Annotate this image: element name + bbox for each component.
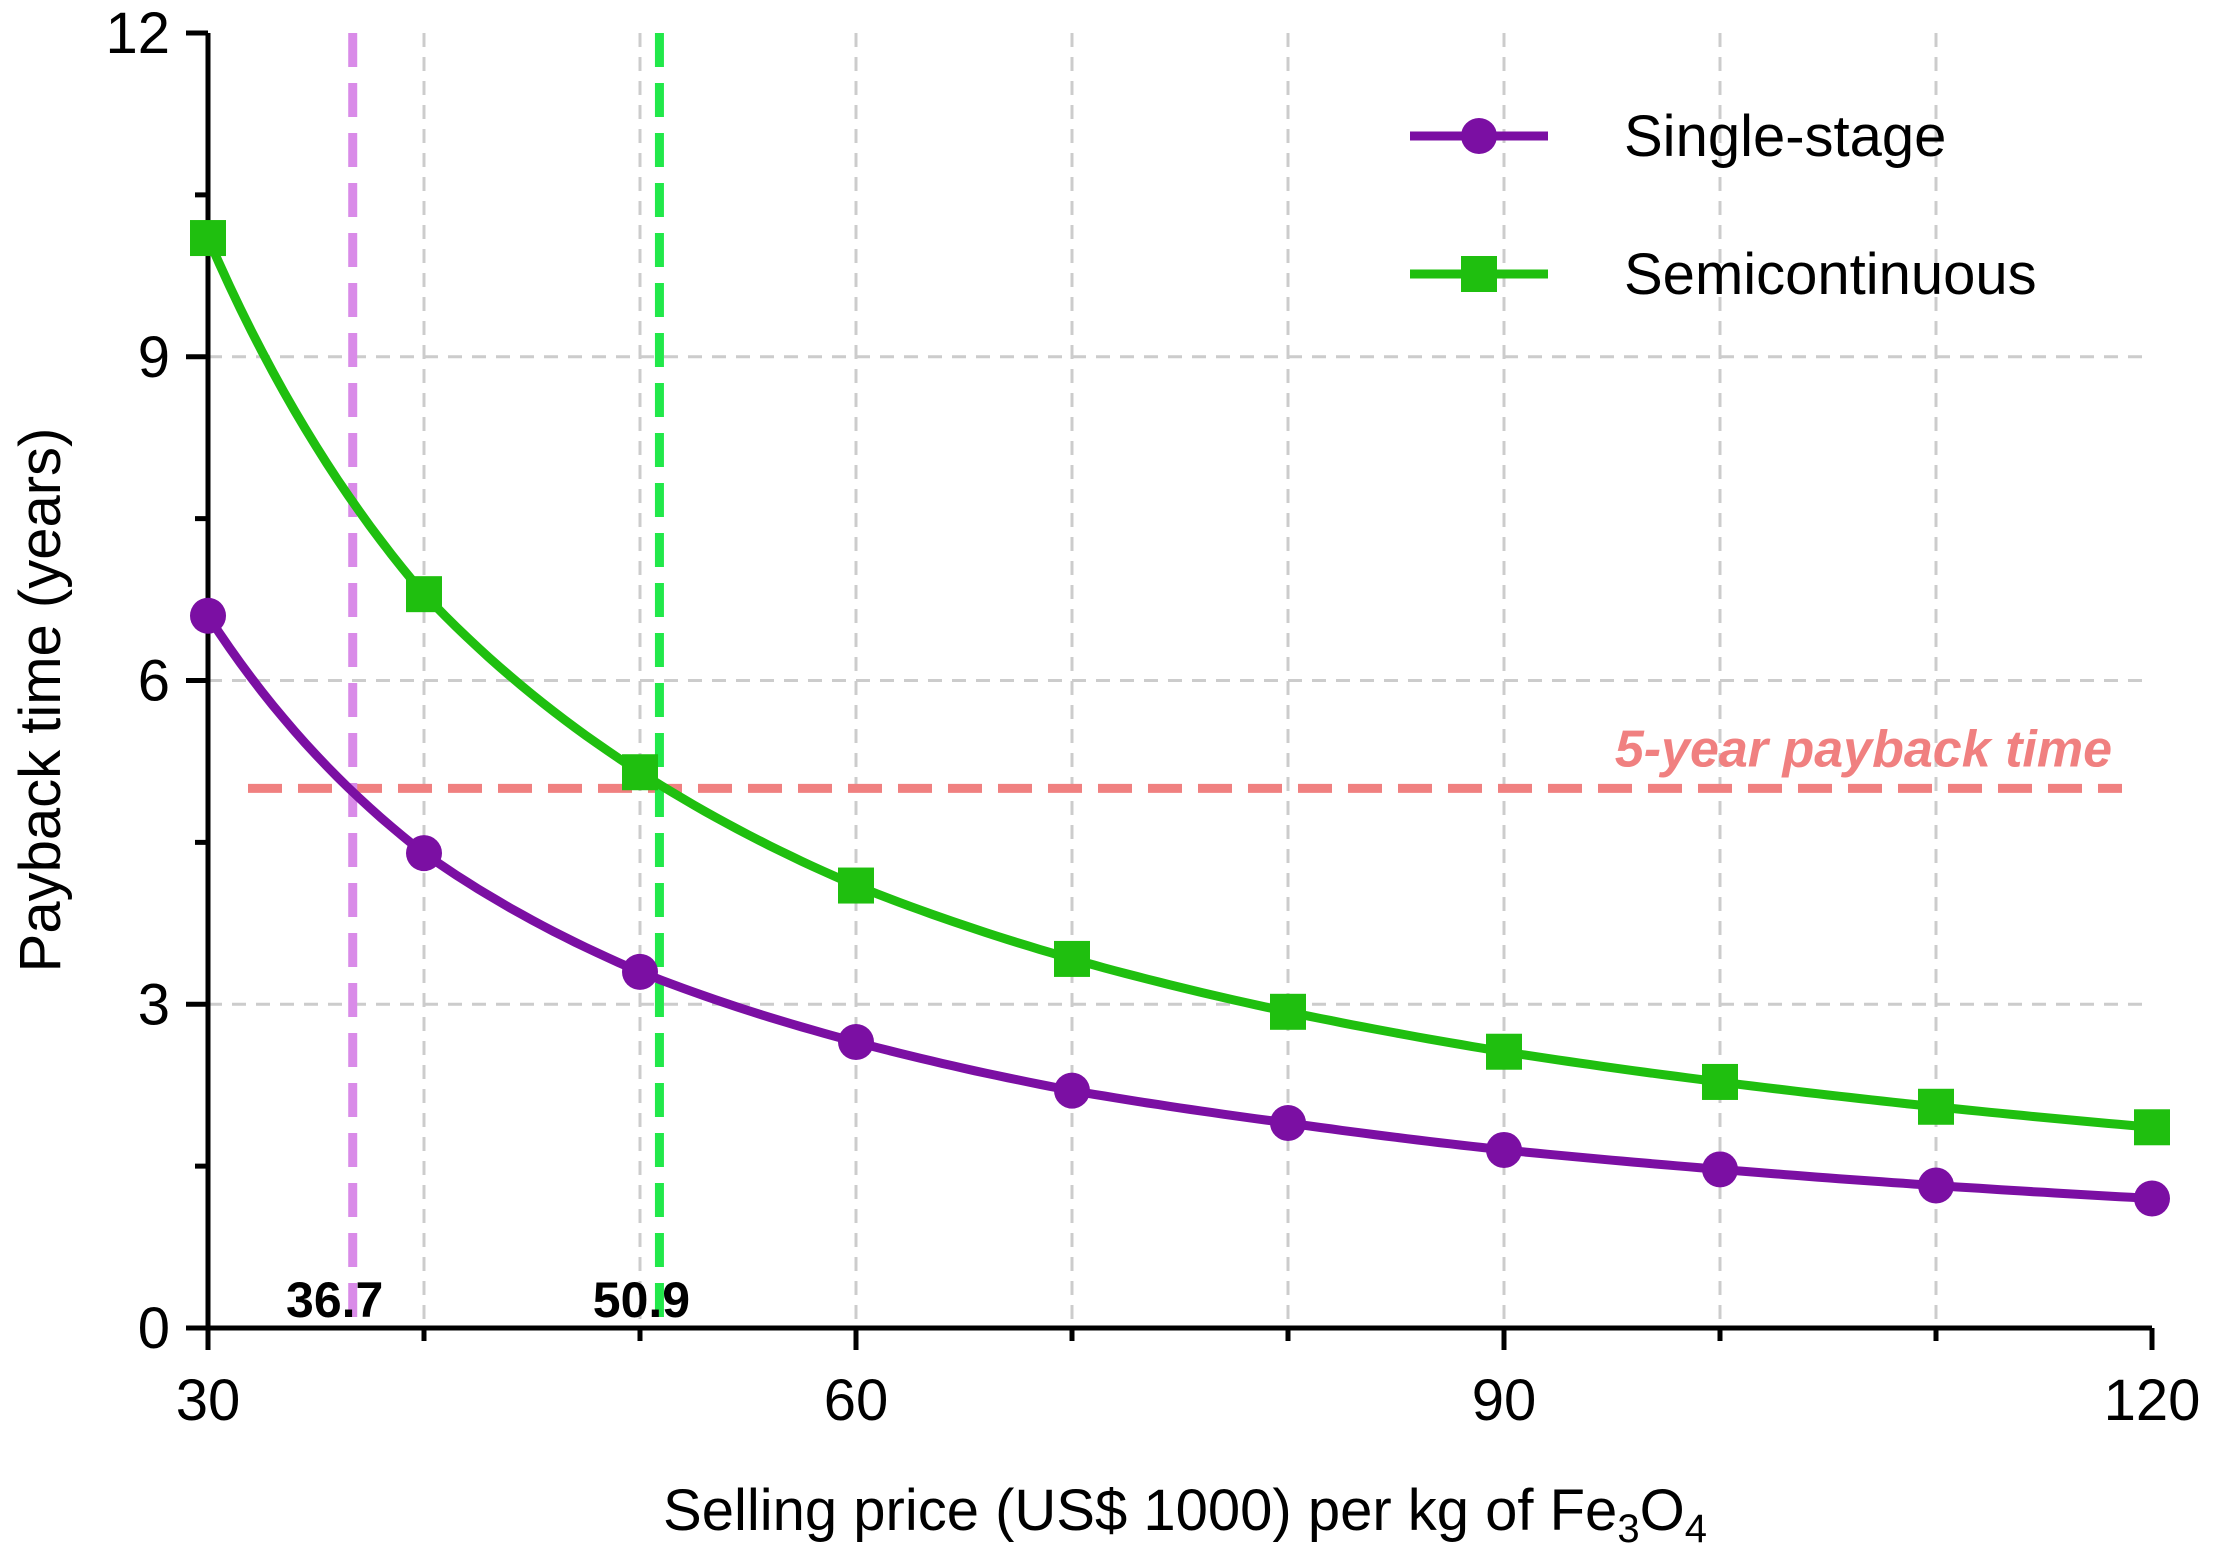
- data-point-semicontinuous: [1054, 940, 1090, 977]
- legend-marker: [1461, 256, 1497, 292]
- data-point-semicontinuous: [622, 754, 658, 791]
- x-tick-label: 120: [2104, 1368, 2201, 1433]
- crossing-value-label: 50.9: [593, 1272, 690, 1328]
- x-axis-title: Selling price (US$ 1000) per kg of Fe3O4: [663, 1478, 1707, 1551]
- data-point-semicontinuous: [1918, 1088, 1954, 1125]
- data-point-single-stage: [2134, 1180, 2170, 1217]
- data-point-single-stage: [406, 835, 442, 872]
- five-year-reference-label: 5-year payback time: [1615, 720, 2112, 778]
- legend-label: Semicontinuous: [1624, 242, 2037, 307]
- data-point-single-stage: [622, 953, 658, 990]
- legend: Single-stage Semicontinuous: [1410, 104, 2037, 307]
- y-tick-label: 12: [105, 1, 170, 66]
- data-point-semicontinuous: [1270, 993, 1306, 1030]
- y-axis-title: Payback time (years): [8, 428, 73, 973]
- data-point-single-stage: [1702, 1151, 1738, 1188]
- data-point-semicontinuous: [190, 220, 226, 257]
- x-tick-label: 30: [176, 1368, 241, 1433]
- x-axis-title-main: Selling price (US$ 1000) per kg of Fe: [663, 1478, 1617, 1543]
- data-point-single-stage: [1270, 1104, 1306, 1141]
- data-point-semicontinuous: [406, 576, 442, 613]
- legend-label: Single-stage: [1624, 104, 1946, 169]
- data-point-single-stage: [190, 597, 226, 634]
- y-tick-label: 0: [138, 1296, 170, 1361]
- y-tick-label: 6: [138, 649, 170, 714]
- data-point-semicontinuous: [838, 867, 874, 904]
- x-tick-label: 90: [1472, 1368, 1537, 1433]
- x-tick-label: 60: [824, 1368, 889, 1433]
- grid-layer: [208, 33, 2152, 1328]
- data-point-single-stage: [1486, 1131, 1522, 1168]
- data-point-single-stage: [1918, 1167, 1954, 1204]
- labels-layer: 5-year payback time 36.7 50.9: [286, 720, 2112, 1328]
- reference-lines: [248, 33, 2122, 1328]
- data-point-single-stage: [838, 1024, 874, 1061]
- y-tick-label: 9: [138, 325, 170, 390]
- axes: 0 3 6 9 12 30 60 90 120: [105, 1, 2200, 1433]
- data-point-semicontinuous: [1702, 1063, 1738, 1100]
- data-point-semicontinuous: [1486, 1033, 1522, 1070]
- data-point-semicontinuous: [2134, 1109, 2170, 1146]
- series-layer: [190, 220, 2170, 1217]
- crossing-value-label: 36.7: [286, 1272, 383, 1328]
- y-tick-label: 3: [138, 972, 170, 1037]
- x-axis-title-sub2: 4: [1685, 1507, 1707, 1551]
- series-line-single-stage: [204, 613, 2153, 1203]
- x-axis-title-sub1: 3: [1617, 1507, 1639, 1551]
- data-point-single-stage: [1054, 1072, 1090, 1109]
- x-axis-title-o: O: [1640, 1478, 1685, 1543]
- legend-marker: [1461, 118, 1497, 154]
- series-line-semicontinuous: [203, 236, 2153, 1132]
